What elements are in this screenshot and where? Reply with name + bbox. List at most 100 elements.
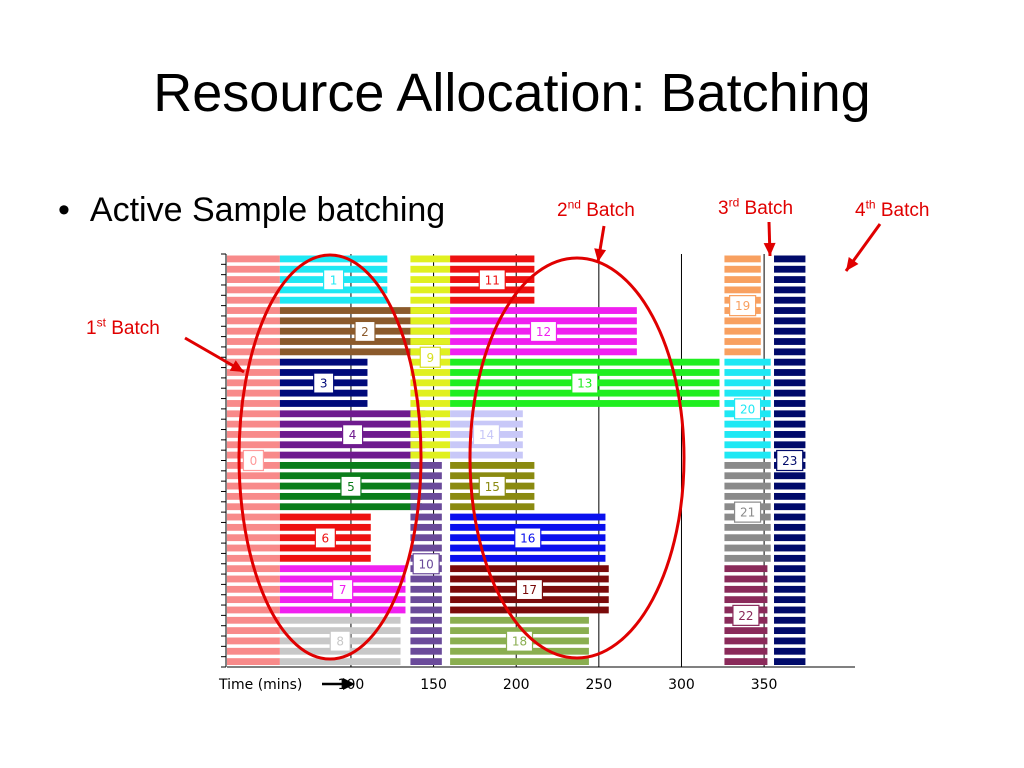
task-bar-23: [774, 379, 806, 387]
task-bar-9: [410, 379, 451, 387]
task-bar-23: [774, 544, 806, 552]
task-bar-20: [724, 389, 771, 397]
task-label: 0: [250, 454, 258, 468]
task-bar-3: [279, 358, 368, 366]
task-bar-8: [279, 658, 401, 665]
task-bar-21: [724, 544, 771, 552]
task-bar-10: [410, 585, 442, 593]
x-tick-label: 250: [585, 677, 612, 693]
task-bar-20: [724, 441, 771, 449]
task-label-box: [340, 475, 362, 497]
task-label-box: [419, 346, 441, 368]
axis-arrow-icon: [343, 678, 355, 690]
task-bar-23: [774, 338, 806, 345]
task-bar-0: [227, 637, 280, 645]
task-bar-23: [774, 307, 806, 314]
task-bar-19: [724, 348, 761, 356]
task-label: 2: [361, 325, 369, 339]
task-bar-0: [227, 255, 280, 263]
task-bar-23: [774, 616, 806, 624]
task-bar-11: [450, 255, 535, 263]
task-bar-9: [410, 286, 451, 294]
task-bar-0: [227, 400, 280, 407]
task-bar-23: [774, 482, 806, 490]
task-bar-23: [774, 276, 806, 283]
task-label: 17: [522, 583, 537, 597]
task-bar-10: [410, 627, 442, 635]
task-bar-21: [724, 472, 771, 480]
task-bar-23: [774, 431, 806, 438]
task-bar-23: [774, 554, 806, 562]
x-tick-label: 200: [503, 677, 530, 693]
task-bar-10: [410, 523, 442, 531]
task-bar-0: [227, 441, 280, 449]
task-bar-9: [410, 338, 451, 345]
task-bar-4: [279, 451, 426, 459]
task-bar-22: [724, 596, 768, 604]
task-label-box: [412, 553, 440, 575]
task-bar-23: [774, 420, 806, 428]
batch-2-ellipse: [468, 256, 686, 660]
task-bar-19: [724, 338, 761, 345]
task-bar-0: [227, 379, 280, 387]
task-bar-10: [410, 462, 442, 469]
task-label: 4: [349, 428, 357, 442]
task-bar-21: [724, 554, 771, 562]
task-label: 15: [485, 480, 500, 494]
batch-label-2: 2nd Batch: [557, 197, 635, 221]
task-bar-9: [410, 369, 451, 376]
task-bar-0: [227, 575, 280, 583]
task-bar-23: [774, 637, 806, 645]
task-label-box: [733, 501, 762, 523]
task-bar-10: [410, 492, 442, 500]
task-bar-0: [227, 358, 280, 366]
task-bar-9: [410, 451, 451, 459]
task-bar-22: [724, 647, 768, 655]
batch-label-1: 1st Batch: [86, 315, 160, 339]
task-bar-19: [724, 327, 761, 335]
task-bar-2: [279, 348, 451, 356]
task-bar-10: [410, 596, 442, 604]
task-bar-9: [410, 389, 451, 397]
task-bar-7: [279, 565, 406, 573]
task-bar-23: [774, 575, 806, 583]
bullet-text: Active Sample batching: [89, 191, 446, 229]
bullet-dot-icon: •: [58, 191, 70, 229]
task-bar-0: [227, 658, 280, 665]
bullet-item: • Active Sample batching: [58, 191, 445, 230]
task-bar-0: [227, 585, 280, 593]
task-bar-22: [724, 627, 768, 635]
task-bar-0: [227, 523, 280, 531]
task-bar-14: [450, 451, 523, 459]
task-label-box: [732, 604, 760, 626]
task-bar-10: [410, 616, 442, 624]
task-bar-0: [227, 265, 280, 273]
task-bar-23: [774, 400, 806, 407]
task-bar-1: [279, 296, 388, 304]
task-bar-0: [227, 420, 280, 428]
batch-3-arrow-icon: [763, 242, 776, 256]
task-bar-10: [410, 544, 442, 552]
task-label: 21: [740, 506, 755, 520]
task-bar-0: [227, 627, 280, 635]
batch-1-arrow-icon: [229, 360, 244, 372]
task-bar-1: [279, 255, 388, 263]
task-bar-12: [450, 307, 637, 314]
task-bar-23: [774, 606, 806, 614]
task-label: 18: [512, 635, 527, 649]
task-bar-15: [450, 503, 535, 511]
task-bar-13: [450, 358, 720, 366]
task-bar-10: [410, 534, 442, 542]
task-bar-21: [724, 462, 771, 469]
task-bar-9: [410, 265, 451, 273]
task-bar-23: [774, 327, 806, 335]
task-bar-17: [450, 565, 609, 573]
batch-label-3: 3rd Batch: [718, 195, 794, 219]
task-bar-9: [410, 255, 451, 263]
task-bar-22: [724, 565, 768, 573]
task-label: 10: [419, 557, 434, 571]
task-bar-21: [724, 523, 771, 531]
task-label-box: [313, 372, 335, 394]
task-bar-0: [227, 534, 280, 542]
